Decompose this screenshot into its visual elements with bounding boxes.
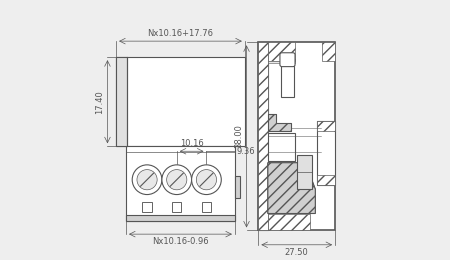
Polygon shape bbox=[268, 163, 315, 213]
Bar bbox=[116, 57, 245, 146]
Text: 38.00: 38.00 bbox=[234, 125, 243, 148]
Bar bbox=[281, 60, 294, 97]
FancyBboxPatch shape bbox=[280, 53, 295, 67]
Bar bbox=[235, 176, 240, 198]
Bar bbox=[316, 121, 335, 131]
Bar bbox=[268, 42, 295, 61]
Bar bbox=[316, 176, 335, 185]
Bar bbox=[126, 146, 235, 220]
Bar bbox=[297, 155, 312, 189]
Bar bbox=[258, 42, 268, 230]
Bar bbox=[321, 42, 335, 61]
Circle shape bbox=[192, 165, 221, 194]
Bar bbox=[142, 202, 152, 212]
Text: 9.36: 9.36 bbox=[236, 147, 255, 156]
Bar bbox=[258, 42, 335, 230]
Circle shape bbox=[166, 170, 187, 190]
Circle shape bbox=[162, 165, 192, 194]
Polygon shape bbox=[268, 114, 291, 131]
Circle shape bbox=[137, 170, 157, 190]
Bar bbox=[316, 121, 335, 185]
Circle shape bbox=[196, 170, 216, 190]
Text: 17.40: 17.40 bbox=[95, 90, 104, 114]
Bar bbox=[172, 202, 181, 212]
Bar bbox=[268, 61, 295, 63]
Bar bbox=[116, 57, 127, 146]
Bar bbox=[268, 214, 310, 230]
Text: Nx10.16+17.76: Nx10.16+17.76 bbox=[148, 29, 213, 38]
Text: 27.50: 27.50 bbox=[285, 248, 309, 257]
Bar bbox=[268, 133, 295, 161]
Text: 10.16: 10.16 bbox=[180, 139, 203, 148]
Bar bbox=[202, 202, 211, 212]
Text: Nx10.16-0.96: Nx10.16-0.96 bbox=[152, 237, 209, 246]
Bar bbox=[258, 42, 268, 230]
Bar bbox=[126, 215, 235, 220]
Circle shape bbox=[132, 165, 162, 194]
